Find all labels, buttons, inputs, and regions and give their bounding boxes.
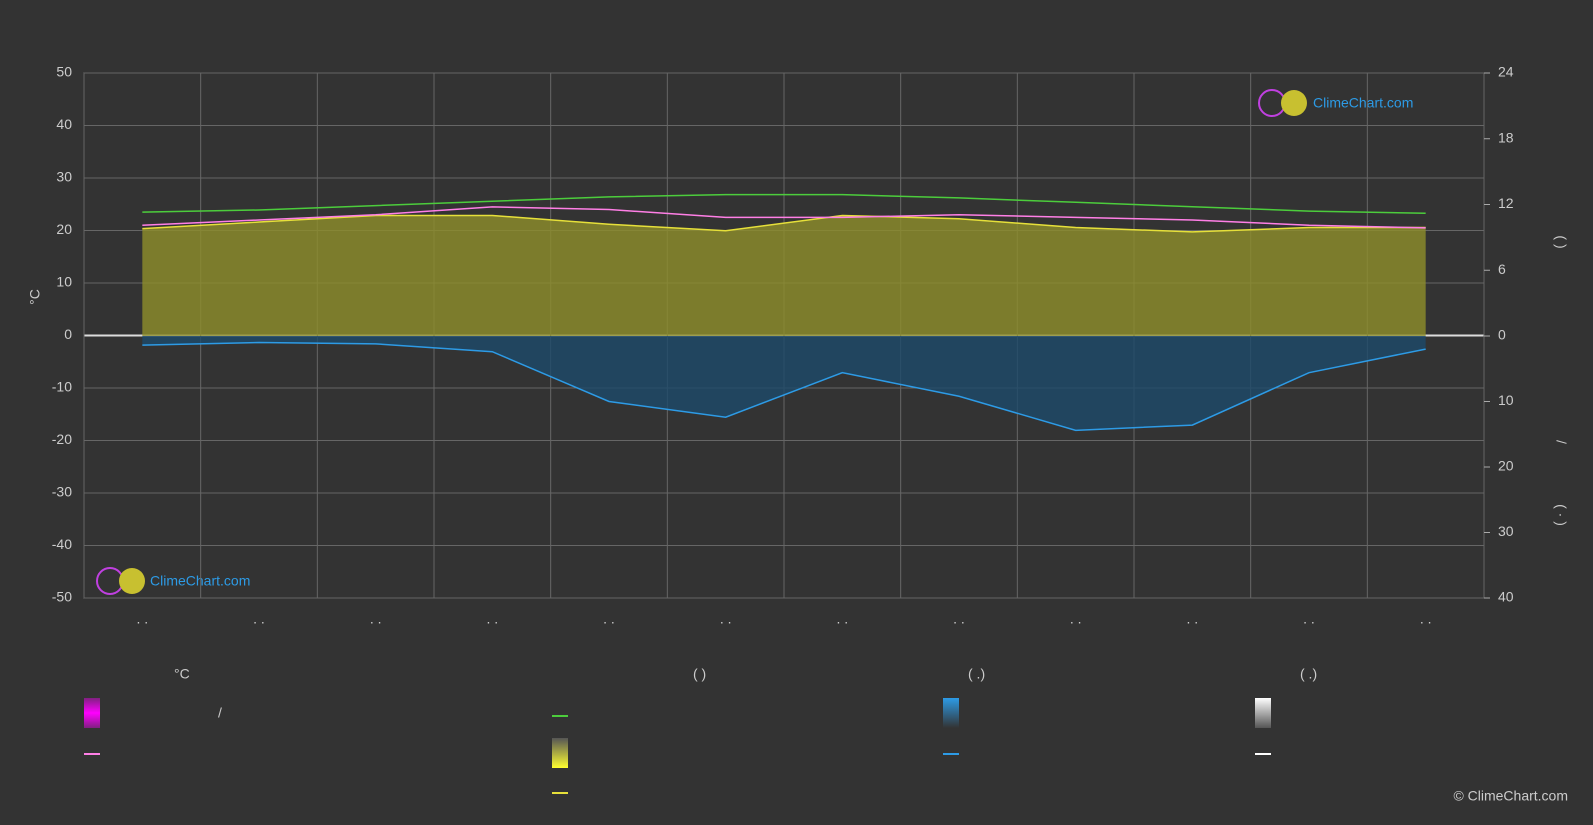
- y2-tick-label: 40: [1498, 589, 1514, 605]
- y2-tick-label: 18: [1498, 129, 1514, 145]
- legend-swatches: /: [84, 698, 1271, 794]
- x-tick-label: . .: [370, 611, 382, 627]
- logo-top: ClimeChart.com: [1258, 89, 1413, 117]
- y2-axis-label: ( · ): [1553, 504, 1569, 526]
- y2-tick-label: 24: [1498, 64, 1514, 80]
- x-tick-label: . .: [720, 611, 732, 627]
- y2-tick-label: 12: [1498, 195, 1514, 211]
- y-axis-label: °C: [27, 289, 43, 305]
- legend-header: °C: [174, 666, 190, 682]
- copyright: © ClimeChart.com: [1453, 788, 1568, 804]
- y2-tick-label: 10: [1498, 392, 1514, 408]
- y-tick-label: -40: [52, 536, 72, 552]
- x-tick-label: . .: [1070, 611, 1082, 627]
- y-tick-label: 40: [56, 116, 72, 132]
- x-tick-label: . .: [1420, 611, 1432, 627]
- x-tick-label: . .: [253, 611, 265, 627]
- y2-tick-label: 0: [1498, 327, 1506, 343]
- x-tick-label: . .: [953, 611, 965, 627]
- y2-tick-label: 20: [1498, 458, 1514, 474]
- y-tick-label: 10: [56, 274, 72, 290]
- series-line: [142, 341, 1426, 432]
- y-tick-label: 50: [56, 64, 72, 80]
- plot: [83, 72, 1485, 599]
- legend-slash: /: [218, 705, 222, 721]
- x-tick-label: . .: [603, 611, 615, 627]
- x-tick-label: . .: [1186, 611, 1198, 627]
- y-tick-label: 0: [64, 326, 72, 342]
- legend-header: ( ): [693, 666, 706, 682]
- series-line: [142, 206, 1426, 229]
- y2-tick-label: 30: [1498, 523, 1514, 539]
- y-tick-label: 20: [56, 221, 72, 237]
- legend-header: ( .): [968, 666, 985, 682]
- x-tick-label: . .: [486, 611, 498, 627]
- series-line: [142, 214, 1426, 233]
- y2-tick-label: 6: [1498, 261, 1506, 277]
- x-tick-label: . .: [1303, 611, 1315, 627]
- y2-axis-label: ( ): [1553, 235, 1569, 248]
- x-tick-label: . .: [836, 611, 848, 627]
- y-tick-label: -20: [52, 431, 72, 447]
- y-tick-label: 30: [56, 169, 72, 185]
- series-area: [142, 215, 1426, 336]
- watermark: ClimeChart.com: [1313, 95, 1413, 111]
- y2-axis-label: /: [1553, 440, 1569, 444]
- y-tick-label: -50: [52, 589, 72, 605]
- legend-header: ( .): [1300, 666, 1317, 682]
- y-tick-label: -30: [52, 484, 72, 500]
- x-tick-label: . .: [136, 611, 148, 627]
- series-line: [142, 193, 1426, 215]
- series-area: [142, 336, 1426, 431]
- y-tick-label: -10: [52, 379, 72, 395]
